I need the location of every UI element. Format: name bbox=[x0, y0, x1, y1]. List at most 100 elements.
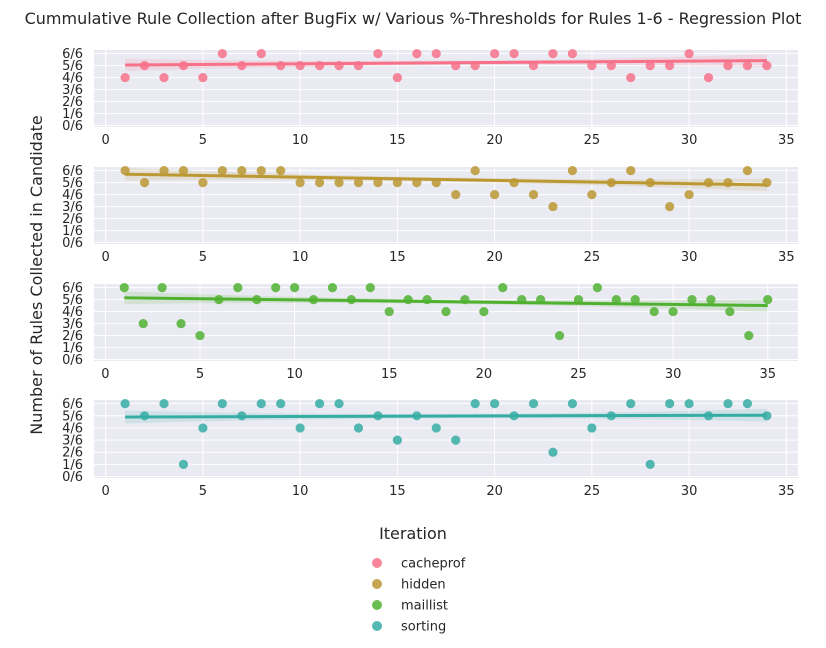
data-point bbox=[490, 189, 500, 200]
x-tick-label: 35 bbox=[778, 133, 795, 148]
chart-panels: 0/61/62/63/64/65/66/60 5 10 15 20 25 30 350/61/… bbox=[62, 47, 798, 499]
data-point bbox=[290, 282, 300, 293]
x-tick-label: 15 bbox=[381, 367, 398, 382]
data-point bbox=[723, 60, 733, 71]
data-point bbox=[119, 282, 129, 293]
data-point bbox=[567, 165, 578, 176]
data-point bbox=[703, 177, 714, 188]
x-tick-label: 25 bbox=[584, 484, 601, 499]
data-point bbox=[645, 177, 655, 188]
data-point bbox=[403, 294, 413, 305]
data-point bbox=[470, 165, 480, 176]
x-tick-label: 10 bbox=[292, 484, 309, 499]
legend-marker-hidden bbox=[372, 579, 382, 589]
x-tick-label: 0 bbox=[102, 484, 110, 499]
plot-background bbox=[94, 284, 798, 361]
x-tick-label: 30 bbox=[681, 133, 698, 148]
legend-label-hidden: hidden bbox=[401, 578, 446, 593]
data-point bbox=[157, 282, 167, 293]
data-point bbox=[606, 177, 616, 188]
panel-maillist: 0/61/62/63/64/65/66/6 0 5 10 15 20 25 30 35 bbox=[62, 281, 798, 382]
data-point bbox=[573, 294, 584, 305]
panel-hidden: 0/61/62/63/64/65/66/6 0 5 10 15 20 25 30 35 bbox=[62, 164, 798, 265]
data-point bbox=[528, 60, 539, 71]
data-point bbox=[668, 306, 678, 317]
data-point bbox=[276, 60, 286, 71]
data-point bbox=[630, 294, 640, 305]
data-point bbox=[233, 282, 243, 293]
data-point bbox=[392, 72, 402, 83]
data-point bbox=[334, 60, 344, 71]
data-point bbox=[159, 72, 169, 83]
y-tick-label: 4/6 bbox=[62, 421, 83, 436]
data-point bbox=[346, 294, 356, 305]
data-point bbox=[412, 411, 422, 421]
data-point bbox=[723, 399, 733, 409]
y-tick-label: 3/6 bbox=[62, 434, 83, 449]
x-tick-label: 30 bbox=[681, 250, 698, 265]
data-point bbox=[365, 282, 375, 293]
data-point bbox=[256, 399, 266, 409]
data-point bbox=[314, 60, 325, 71]
data-point bbox=[295, 177, 305, 188]
data-point bbox=[665, 201, 675, 212]
panel-cacheprof: 0/61/62/63/64/65/66/6 0 5 10 15 20 25 30 35 bbox=[62, 47, 798, 148]
data-point bbox=[412, 177, 422, 188]
x-tick-label: 0 bbox=[102, 250, 110, 265]
data-point bbox=[528, 399, 539, 409]
data-point bbox=[626, 165, 636, 176]
data-point bbox=[587, 60, 597, 71]
data-point bbox=[645, 60, 655, 71]
x-tick-label: 10 bbox=[292, 250, 309, 265]
y-tick-label: 4/6 bbox=[62, 188, 83, 203]
data-point bbox=[567, 48, 578, 59]
data-point bbox=[742, 399, 753, 409]
data-point bbox=[451, 435, 461, 445]
data-point bbox=[742, 165, 753, 176]
y-tick-label: 5/6 bbox=[62, 176, 83, 191]
x-tick-label: 25 bbox=[584, 133, 601, 148]
x-tick-label: 10 bbox=[292, 133, 309, 148]
data-point bbox=[198, 423, 208, 433]
data-point bbox=[744, 330, 754, 341]
y-tick-label: 2/6 bbox=[62, 446, 83, 461]
data-point bbox=[295, 423, 305, 433]
y-tick-label: 3/6 bbox=[62, 83, 83, 98]
data-point bbox=[139, 177, 150, 188]
legend-label-maillist: maillist bbox=[401, 599, 448, 614]
data-point bbox=[742, 60, 753, 71]
data-point bbox=[509, 411, 519, 421]
data-point bbox=[763, 294, 773, 305]
data-point bbox=[762, 411, 772, 421]
y-tick-label: 2/6 bbox=[62, 212, 83, 227]
data-point bbox=[649, 306, 659, 317]
x-tick-label: 20 bbox=[476, 367, 493, 382]
regression-line bbox=[125, 413, 767, 419]
data-point bbox=[606, 60, 616, 71]
data-point bbox=[353, 60, 364, 71]
data-point bbox=[626, 399, 636, 409]
data-point bbox=[706, 294, 716, 305]
x-tick-label: 0 bbox=[102, 133, 110, 148]
data-point bbox=[606, 411, 616, 421]
data-point bbox=[334, 399, 344, 409]
data-point bbox=[256, 48, 266, 59]
data-point bbox=[392, 177, 402, 188]
data-point bbox=[353, 423, 364, 433]
data-point bbox=[373, 411, 383, 421]
data-point bbox=[536, 294, 546, 305]
data-point bbox=[176, 318, 186, 329]
data-point bbox=[548, 48, 558, 59]
y-tick-label: 2/6 bbox=[62, 329, 83, 344]
data-point bbox=[308, 294, 319, 305]
data-point bbox=[611, 294, 621, 305]
data-point bbox=[139, 60, 150, 71]
data-point bbox=[431, 48, 441, 59]
x-tick-label: 30 bbox=[665, 367, 682, 382]
x-tick-label: 20 bbox=[486, 250, 503, 265]
y-tick-label: 4/6 bbox=[62, 305, 83, 320]
y-tick-label: 3/6 bbox=[62, 200, 83, 215]
x-tick-label: 0 bbox=[101, 367, 109, 382]
y-tick-label: 4/6 bbox=[62, 71, 83, 86]
data-point bbox=[509, 48, 519, 59]
